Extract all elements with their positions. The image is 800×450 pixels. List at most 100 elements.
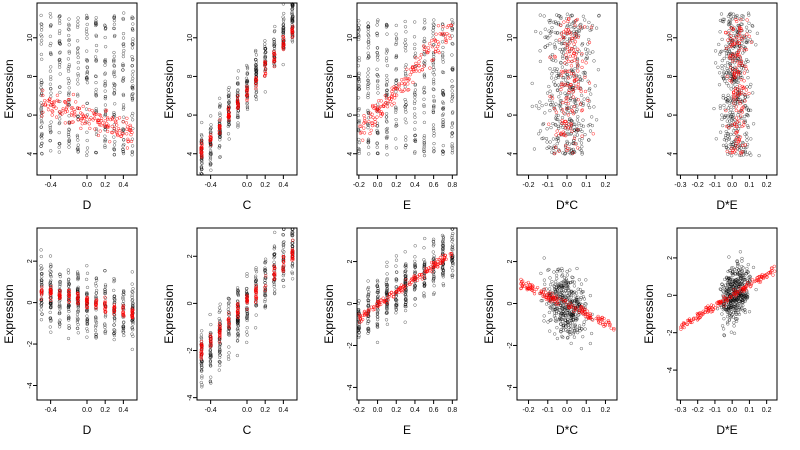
observed-point bbox=[281, 243, 285, 247]
observed-point bbox=[553, 45, 557, 49]
fitted-point bbox=[739, 114, 743, 118]
observed-point bbox=[450, 99, 454, 103]
fitted-point bbox=[63, 100, 67, 104]
observed-point bbox=[67, 28, 71, 32]
observed-point bbox=[76, 147, 80, 151]
fitted-point bbox=[105, 121, 109, 126]
observed-point bbox=[218, 302, 222, 306]
observed-point bbox=[218, 355, 222, 360]
fitted-point bbox=[245, 300, 249, 304]
observed-point bbox=[58, 311, 62, 315]
observed-point bbox=[76, 143, 80, 147]
fitted-point bbox=[96, 119, 100, 123]
observed-point bbox=[199, 333, 204, 337]
observed-point bbox=[745, 138, 749, 142]
fitted-point bbox=[65, 105, 69, 110]
fitted-point bbox=[731, 148, 735, 153]
fitted-point bbox=[49, 285, 53, 289]
observed-point bbox=[76, 317, 80, 321]
fitted-point bbox=[227, 105, 231, 109]
observed-point bbox=[236, 335, 240, 339]
observed-point bbox=[48, 124, 52, 128]
fitted-point bbox=[79, 126, 83, 131]
observed-point bbox=[200, 167, 204, 171]
observed-point bbox=[48, 139, 52, 143]
observed-point bbox=[586, 103, 591, 107]
fitted-point bbox=[732, 101, 736, 105]
fitted-point bbox=[208, 333, 213, 337]
observed-point bbox=[245, 104, 250, 108]
observed-point bbox=[122, 11, 126, 15]
observed-point bbox=[559, 42, 564, 46]
fitted-point bbox=[75, 301, 80, 306]
fitted-point bbox=[263, 288, 267, 293]
observed-point bbox=[67, 323, 71, 328]
fitted-point bbox=[83, 120, 88, 124]
observed-point bbox=[721, 20, 726, 24]
fitted-point bbox=[236, 104, 241, 109]
fitted-point bbox=[63, 121, 67, 125]
observed-point bbox=[729, 142, 734, 147]
observed-point bbox=[403, 45, 407, 50]
fitted-point bbox=[564, 144, 568, 148]
observed-point bbox=[272, 30, 277, 34]
observed-point bbox=[263, 90, 267, 94]
observed-point bbox=[67, 38, 71, 42]
observed-point bbox=[39, 22, 43, 26]
observed-point bbox=[39, 144, 43, 148]
observed-point bbox=[130, 98, 135, 102]
observed-point bbox=[66, 69, 71, 73]
observed-point bbox=[720, 58, 724, 63]
observed-point bbox=[555, 136, 559, 140]
observed-point bbox=[748, 151, 752, 155]
observed-point bbox=[556, 83, 561, 87]
fitted-point bbox=[730, 68, 735, 73]
observed-point bbox=[441, 283, 446, 288]
fitted-point bbox=[367, 119, 371, 124]
observed-point bbox=[568, 98, 572, 103]
fitted-point bbox=[408, 282, 412, 287]
observed-point bbox=[725, 60, 730, 65]
fitted-point bbox=[209, 336, 213, 341]
fitted-point bbox=[58, 291, 62, 296]
observed-point bbox=[394, 124, 398, 128]
observed-point bbox=[376, 131, 380, 135]
observed-point bbox=[112, 143, 117, 147]
observed-point bbox=[112, 323, 116, 327]
observed-point bbox=[58, 117, 62, 121]
observed-point bbox=[130, 289, 134, 294]
observed-point bbox=[131, 92, 135, 96]
fitted-point bbox=[361, 138, 365, 142]
observed-point bbox=[85, 15, 90, 20]
y-tick-label: 8 bbox=[187, 74, 194, 78]
observed-point bbox=[538, 129, 543, 133]
observed-point bbox=[85, 335, 89, 339]
observed-point bbox=[131, 69, 135, 73]
x-tick-label: 0.1 bbox=[581, 182, 591, 189]
observed-point bbox=[94, 336, 98, 340]
fitted-point bbox=[559, 69, 564, 74]
observed-point bbox=[235, 353, 240, 358]
observed-point bbox=[254, 282, 259, 287]
y-tick-label: 10 bbox=[187, 34, 194, 42]
observed-point bbox=[281, 233, 286, 237]
observed-point bbox=[413, 120, 417, 125]
observed-point bbox=[208, 379, 213, 383]
observed-point bbox=[209, 322, 213, 327]
observed-point bbox=[724, 136, 728, 140]
observed-point bbox=[554, 76, 558, 81]
observed-point bbox=[357, 56, 361, 60]
observed-point bbox=[375, 310, 380, 314]
observed-point bbox=[575, 118, 580, 122]
observed-point bbox=[441, 149, 445, 153]
observed-point bbox=[722, 75, 726, 80]
observed-point bbox=[272, 282, 276, 287]
observed-point bbox=[244, 80, 249, 85]
observed-point bbox=[413, 112, 417, 116]
fitted-point bbox=[576, 146, 580, 150]
observed-point bbox=[208, 156, 213, 160]
observed-point bbox=[572, 138, 576, 142]
fitted-point bbox=[358, 316, 362, 320]
observed-point bbox=[745, 124, 750, 128]
